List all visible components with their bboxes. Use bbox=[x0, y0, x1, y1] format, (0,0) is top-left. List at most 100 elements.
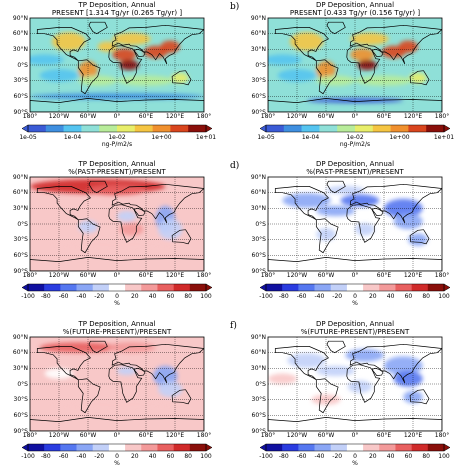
colorbar-tick-label: 40 bbox=[386, 453, 395, 460]
field-region bbox=[51, 32, 86, 51]
colorbar-max-arrow bbox=[205, 124, 213, 133]
colorbar-min-arrow bbox=[21, 124, 29, 133]
field-region bbox=[119, 222, 144, 236]
colorbar-tick-label: 20 bbox=[368, 293, 377, 300]
lon-label: 120°W bbox=[48, 272, 70, 279]
colorbar-swatch bbox=[283, 125, 302, 132]
coastline-australia bbox=[171, 70, 192, 86]
field-region bbox=[78, 220, 98, 233]
colorbar-swatch bbox=[173, 284, 191, 291]
lon-label: 180° bbox=[196, 272, 212, 279]
coastline-australia bbox=[409, 389, 430, 405]
colorbar-swatch bbox=[330, 444, 348, 451]
field-region bbox=[316, 205, 355, 217]
coastline-eurasia bbox=[111, 343, 204, 384]
coastline-arabia bbox=[371, 207, 384, 216]
lon-label: 180° bbox=[22, 272, 38, 279]
coastline-africa bbox=[346, 45, 381, 84]
lat-label: 60°S bbox=[13, 411, 28, 419]
lon-label: 180° bbox=[260, 432, 276, 439]
coastline-antarctica bbox=[268, 257, 442, 271]
coastline-samerica bbox=[315, 378, 339, 414]
colorbar-swatch bbox=[379, 284, 396, 291]
field-region bbox=[107, 342, 156, 353]
colorbar-tick-label: -80 bbox=[40, 453, 51, 460]
lon-label: 120°E bbox=[165, 432, 185, 439]
colorbar-min-arrow bbox=[259, 283, 267, 292]
lon-label: 60°E bbox=[138, 432, 154, 439]
coastline-samerica bbox=[77, 378, 101, 414]
lon-label: 180° bbox=[434, 113, 450, 120]
field-region bbox=[277, 69, 317, 82]
colorbar-tick-label: 1e-02 bbox=[108, 134, 126, 141]
lon-label: 180° bbox=[260, 113, 276, 120]
field-region bbox=[39, 238, 195, 252]
colorbar-swatch bbox=[282, 444, 299, 451]
lon-label: 0° bbox=[351, 272, 359, 279]
lon-label: 60°E bbox=[376, 113, 392, 120]
colorbar-tick-label: 1e+00 bbox=[389, 134, 410, 141]
colorbar-max-arrow bbox=[205, 443, 213, 452]
lat-label: 0°S bbox=[255, 380, 266, 388]
lat-label: 90°S bbox=[251, 427, 266, 435]
field-region bbox=[350, 32, 389, 46]
lat-label: 90°N bbox=[12, 14, 28, 22]
coastline-africa bbox=[108, 45, 143, 84]
colorbar-swatch bbox=[141, 444, 158, 451]
colorbar-swatch bbox=[395, 444, 412, 451]
colorbar-swatch bbox=[81, 125, 100, 132]
lat-label: 30°S bbox=[13, 236, 28, 244]
coastline-africa bbox=[346, 204, 381, 243]
map-subtitle: PRESENT [0.433 Tg/yr (0.156 Tg/yr) ] bbox=[289, 9, 421, 17]
panel-letter: b) bbox=[230, 2, 240, 12]
coastline-samerica bbox=[315, 218, 339, 254]
colorbar-swatch bbox=[63, 125, 82, 132]
field-region bbox=[417, 54, 438, 65]
colorbar-tick-label: 0 bbox=[353, 293, 357, 300]
coastline-samerica bbox=[77, 218, 101, 254]
lon-label: 60°E bbox=[376, 272, 392, 279]
colorbar-swatch bbox=[108, 284, 126, 291]
colorbar-min-arrow bbox=[259, 443, 267, 452]
coastline-australia bbox=[409, 229, 430, 245]
colorbar-tick-label: 1e-05 bbox=[257, 134, 275, 141]
coastline-arabia bbox=[133, 207, 146, 216]
coastline-africa bbox=[346, 364, 381, 403]
field-region bbox=[179, 54, 200, 65]
map-frame bbox=[29, 17, 205, 113]
coastline-eurasia bbox=[111, 183, 204, 224]
colorbar-swatch bbox=[346, 284, 364, 291]
colorbar-unit: % bbox=[352, 300, 358, 307]
world-map bbox=[29, 17, 205, 113]
colorbar-swatch bbox=[141, 284, 158, 291]
coastline-australia bbox=[409, 70, 430, 86]
colorbar-tick-label: -100 bbox=[259, 453, 273, 460]
colorbar-swatch bbox=[427, 284, 445, 291]
lat-label: 90°S bbox=[13, 427, 28, 435]
colorbar-unit: % bbox=[114, 300, 120, 307]
colorbar bbox=[21, 124, 213, 133]
lon-label: 180° bbox=[22, 113, 38, 120]
coastline-antarctica bbox=[268, 417, 442, 431]
colorbar-frame bbox=[265, 124, 445, 133]
lon-label: 60°E bbox=[138, 272, 154, 279]
coastline-eurasia bbox=[111, 24, 204, 65]
lat-label: 90°S bbox=[13, 267, 28, 275]
field-region bbox=[158, 218, 183, 240]
field-region bbox=[326, 185, 365, 195]
coastline-namerica bbox=[274, 346, 329, 381]
lat-label: 90°S bbox=[13, 108, 28, 116]
colorbar-swatch bbox=[173, 444, 191, 451]
colorbar-tick-label: 0 bbox=[115, 293, 119, 300]
field-region bbox=[160, 40, 180, 53]
field-region bbox=[153, 365, 178, 387]
colorbar-swatch bbox=[363, 444, 380, 451]
lat-label: 0°S bbox=[17, 220, 28, 228]
lon-label: 0° bbox=[113, 272, 121, 279]
field-region bbox=[393, 213, 423, 230]
colorbar-tick-label: 100 bbox=[200, 453, 212, 460]
lat-label: 90°N bbox=[250, 333, 266, 341]
lon-label: 60°E bbox=[376, 432, 392, 439]
colorbar-tick-label: 60 bbox=[166, 293, 175, 300]
lon-label: 120°E bbox=[403, 113, 423, 120]
